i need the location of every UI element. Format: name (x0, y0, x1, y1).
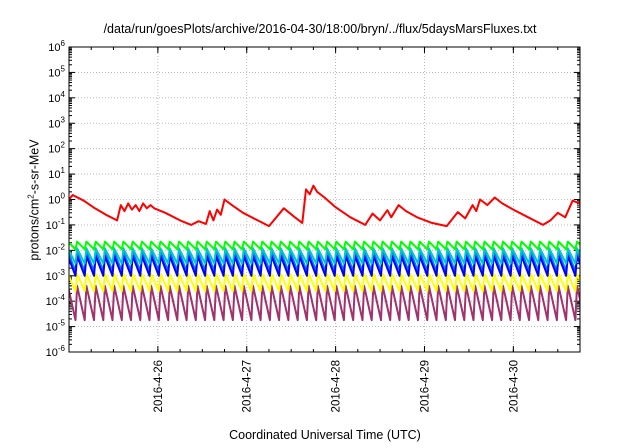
y-tick-label: 105 (48, 64, 65, 79)
y-tick-label: 10-5 (46, 319, 66, 334)
series-line (69, 247, 580, 265)
series-line (69, 284, 580, 322)
y-tick-label: 10-4 (46, 293, 66, 308)
y-tick-label: 100 (48, 192, 65, 207)
y-tick-label: 10-2 (46, 242, 66, 257)
y-tick-label: 10-6 (46, 344, 66, 359)
x-tick-label: 2016-4-30 (508, 360, 520, 412)
series-line (69, 184, 580, 228)
x-axis-label: Coordinated Universal Time (UTC) (229, 428, 421, 442)
series-line (69, 240, 580, 251)
y-tick-label: 10-1 (46, 217, 66, 232)
y-tick-label: 106 (48, 39, 65, 54)
x-tick-label: 2016-4-28 (331, 360, 343, 412)
chart-title: /data/run/goesPlots/archive/2016-04-30/1… (103, 22, 537, 36)
x-tick-label: 2016-4-26 (153, 360, 165, 412)
x-tick-label: 2016-4-29 (419, 360, 431, 412)
y-tick-label: 102 (48, 141, 65, 156)
y-tick-label: 10-3 (46, 268, 66, 283)
y-tick-label: 101 (48, 166, 65, 181)
plot-frame (68, 46, 581, 353)
y-tick-label: 103 (48, 115, 65, 130)
x-tick-label: 2016-4-27 (242, 360, 254, 412)
y-tick-label: 104 (48, 90, 65, 105)
series-line (69, 272, 580, 293)
